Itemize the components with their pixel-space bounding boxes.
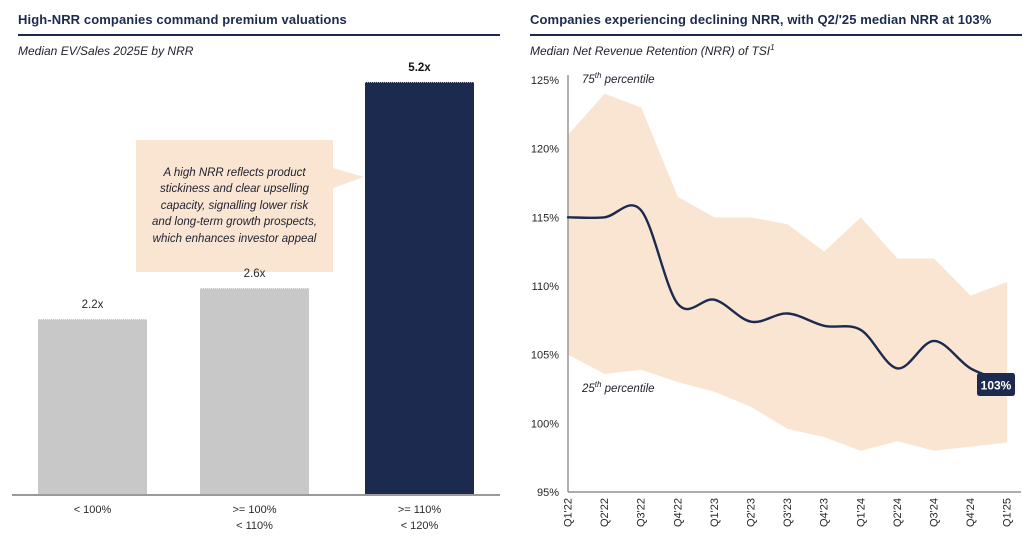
y-tick-label: 100% bbox=[531, 418, 559, 430]
x-tick-label: Q3'23 bbox=[782, 498, 794, 527]
y-tick-label: 125% bbox=[531, 75, 559, 87]
right-panel-subtitle: Median Net Revenue Retention (NRR) of TS… bbox=[530, 43, 1022, 59]
y-tick-label: 120% bbox=[531, 144, 559, 156]
left-panel-title: High-NRR companies command premium valua… bbox=[18, 8, 500, 36]
bar-chart-plot: A high NRR reflects product stickiness a… bbox=[12, 62, 500, 532]
bar-value-label: 2.6x bbox=[243, 268, 266, 280]
right-panel-nrr-chart: Companies experiencing declining NRR, wi… bbox=[530, 8, 1022, 546]
callout-box: A high NRR reflects product stickiness a… bbox=[136, 140, 364, 272]
y-tick-label: 95% bbox=[537, 487, 559, 499]
y-tick-label: 115% bbox=[532, 212, 560, 224]
x-tick-label: Q4'23 bbox=[819, 498, 831, 527]
callout-tail-pointer bbox=[333, 168, 364, 188]
left-panel-valuation-chart: High-NRR companies command premium valua… bbox=[12, 8, 500, 546]
x-tick-label: Q1'25 bbox=[1002, 498, 1014, 527]
subtitle-footnote-marker: 1 bbox=[770, 43, 775, 52]
nrr-chart-area: 125% 120% 115% 110% 105% 100% 95% Q1'22 Q2'22 Q3'… bbox=[530, 70, 1022, 546]
x-tick-label: Q2'22 bbox=[599, 498, 611, 527]
bar-category-label: >= 110% < 120% bbox=[397, 504, 442, 532]
bar-category-label: < 100% bbox=[73, 504, 112, 516]
bar bbox=[200, 288, 309, 494]
x-tick-label: Q2'23 bbox=[746, 498, 758, 527]
x-axis-line bbox=[12, 494, 500, 496]
x-tick-label: Q4'24 bbox=[965, 498, 977, 527]
right-panel-subtitle-text: Median Net Revenue Retention (NRR) of TS… bbox=[530, 44, 771, 58]
bar bbox=[38, 319, 147, 494]
bar-value-label: 2.2x bbox=[81, 299, 104, 311]
percentile-band bbox=[568, 93, 1008, 451]
y-tick-label: 110% bbox=[532, 281, 560, 293]
median-nrr-line bbox=[566, 204, 1009, 384]
nrr-chart-svg: 125% 120% 115% 110% 105% 100% 95% Q1'22 Q2'22 Q3'… bbox=[531, 75, 1021, 527]
x-tick-label: Q1'22 bbox=[563, 498, 575, 527]
bar-value-label: 5.2x bbox=[408, 62, 431, 74]
left-panel-subtitle: Median EV/Sales 2025E by NRR bbox=[18, 44, 194, 58]
x-tick-label: Q1'24 bbox=[855, 498, 867, 527]
x-tick-label: Q4'22 bbox=[672, 498, 684, 527]
x-tick-label: Q3'22 bbox=[636, 498, 648, 527]
percentile-25-label: 25th percentile bbox=[582, 380, 655, 395]
callout-text: A high NRR reflects product stickiness a… bbox=[152, 166, 317, 245]
y-tick-label: 105% bbox=[531, 350, 559, 362]
x-tick-label: Q3'24 bbox=[929, 498, 941, 527]
percentile-75-label: 75th percentile bbox=[582, 71, 655, 86]
end-value-badge-text: 103% bbox=[981, 379, 1012, 393]
x-tick-label: Q1'23 bbox=[709, 498, 721, 527]
bar bbox=[365, 82, 474, 494]
end-value-badge bbox=[977, 373, 1015, 396]
right-panel-title: Companies experiencing declining NRR, wi… bbox=[530, 8, 1022, 36]
bar-category-label: >= 100% < 110% bbox=[232, 504, 277, 532]
x-tick-label: Q2'24 bbox=[892, 498, 904, 527]
